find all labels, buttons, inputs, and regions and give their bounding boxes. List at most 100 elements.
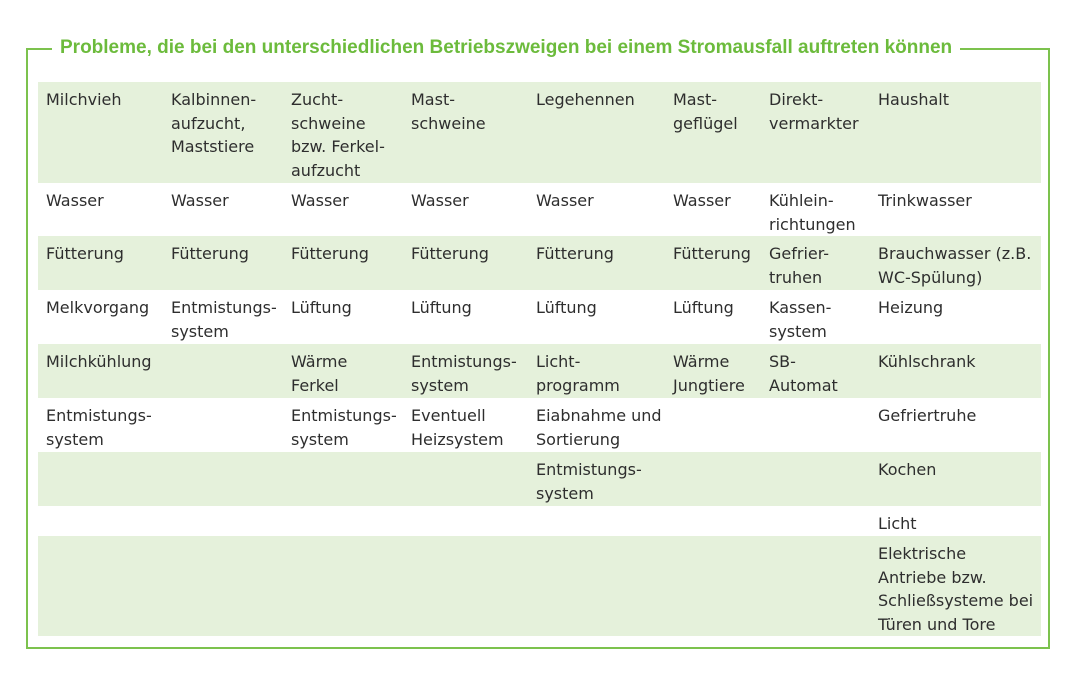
table-row: Milchkühlung Wärme Ferkel Entmistungs- sys…	[38, 344, 1041, 398]
cell-text: Kassen- system	[769, 298, 832, 341]
cell-text: Entmistungs- system	[291, 406, 397, 449]
cell-text: Kochen	[878, 460, 937, 479]
table-cell: Fütterung	[528, 236, 665, 290]
cell-text: Wasser	[673, 191, 731, 210]
cell-text: Licht	[878, 514, 917, 533]
table-header-cell: Haushalt	[870, 82, 1041, 183]
table-row: Elektrische Antriebe bzw. Schließsysteme…	[38, 536, 1041, 636]
cell-text: Trinkwasser	[878, 191, 972, 210]
table-cell	[163, 452, 283, 506]
table-header-cell: Mast- geflügel	[665, 82, 761, 183]
table-cell: Wasser	[528, 183, 665, 236]
table-cell	[665, 452, 761, 506]
table-cell	[403, 452, 528, 506]
table-cell: Wasser	[283, 183, 403, 236]
table-cell: Fütterung	[403, 236, 528, 290]
cell-text: Fütterung	[46, 244, 124, 263]
table-cell: Lüftung	[665, 290, 761, 344]
cell-text: Entmistungs- system	[536, 460, 642, 503]
cell-text: Kalbinnen- aufzucht, Maststiere	[171, 90, 257, 156]
table-cell: Melkvorgang	[38, 290, 163, 344]
cell-text: Brauchwasser (z.B. WC-Spülung)	[878, 244, 1032, 287]
cell-text: Direkt- vermarkter	[769, 90, 859, 133]
cell-text: Wärme Ferkel	[291, 352, 348, 395]
cell-text: Lüftung	[536, 298, 597, 317]
table-header-cell: Legehennen	[528, 82, 665, 183]
table-cell: Milchkühlung	[38, 344, 163, 398]
table-cell: Fütterung	[283, 236, 403, 290]
table-cell: Entmistungs- system	[283, 398, 403, 452]
table-header-cell: Mast- schweine	[403, 82, 528, 183]
table-cell	[761, 452, 870, 506]
table-cell: Wasser	[403, 183, 528, 236]
table-cell	[761, 536, 870, 636]
table-cell	[38, 452, 163, 506]
table-cell: Wasser	[665, 183, 761, 236]
table-cell	[38, 506, 163, 536]
table-cell: Fütterung	[38, 236, 163, 290]
cell-text: Elektrische Antriebe bzw. Schließsysteme…	[878, 544, 1034, 634]
cell-text: Wasser	[411, 191, 469, 210]
table-cell	[761, 398, 870, 452]
table-cell: Wärme Jungtiere	[665, 344, 761, 398]
cell-text: Wasser	[171, 191, 229, 210]
table-cell: Trinkwasser	[870, 183, 1041, 236]
page-title: Probleme, die bei den unterschiedlichen …	[52, 34, 961, 62]
cell-text: Melkvorgang	[46, 298, 150, 317]
table-cell	[665, 506, 761, 536]
table-cell	[38, 536, 163, 636]
cell-text: Entmistungs- system	[411, 352, 517, 395]
cell-text: Milchvieh	[46, 90, 122, 109]
table-cell: Licht- programm	[528, 344, 665, 398]
table-cell	[283, 506, 403, 536]
cell-text: Milchkühlung	[46, 352, 152, 371]
table-header-cell: Milchvieh	[38, 82, 163, 183]
table-cell: Elektrische Antriebe bzw. Schließsysteme…	[870, 536, 1041, 636]
table-row: Licht	[38, 506, 1041, 536]
cell-text: Kühlein- richtungen	[769, 191, 856, 234]
cell-text: Lüftung	[411, 298, 472, 317]
table-cell: Licht	[870, 506, 1041, 536]
table-cell	[528, 536, 665, 636]
cell-text: Fütterung	[411, 244, 489, 263]
table-cell: Wasser	[163, 183, 283, 236]
table-header-cell: Zucht- schweine bzw. Ferkel- aufzucht	[283, 82, 403, 183]
table-cell	[163, 344, 283, 398]
cell-text: Wasser	[291, 191, 349, 210]
cell-text: Lüftung	[673, 298, 734, 317]
table-header-row: Milchvieh Kalbinnen- aufzucht, Maststiere…	[38, 82, 1041, 183]
cell-text: Fütterung	[291, 244, 369, 263]
table-cell: Eiabnahme und Sortierung	[528, 398, 665, 452]
table-cell	[665, 398, 761, 452]
table-cell: Entmistungs- system	[38, 398, 163, 452]
table-cell	[163, 398, 283, 452]
table-cell: Entmistungs- system	[163, 290, 283, 344]
table-cell: Kühlein- richtungen	[761, 183, 870, 236]
cell-text: Fütterung	[536, 244, 614, 263]
table-cell	[761, 506, 870, 536]
cell-text: Gefrier- truhen	[769, 244, 830, 287]
cell-text: Mast- geflügel	[673, 90, 738, 133]
table-cell: Lüftung	[403, 290, 528, 344]
cell-text: Licht- programm	[536, 352, 620, 395]
cell-text: Haushalt	[878, 90, 949, 109]
table-cell: Gefrier- truhen	[761, 236, 870, 290]
cell-text: Mast- schweine	[411, 90, 486, 133]
cell-text: Lüftung	[291, 298, 352, 317]
table-cell: Lüftung	[528, 290, 665, 344]
cell-text: Wasser	[46, 191, 104, 210]
table-cell	[283, 452, 403, 506]
cell-text: Eventuell Heizsystem	[411, 406, 504, 449]
table-cell: Fütterung	[163, 236, 283, 290]
table-cell: Wärme Ferkel	[283, 344, 403, 398]
table-cell: Entmistungs- system	[528, 452, 665, 506]
table-cell: Lüftung	[283, 290, 403, 344]
table-row: Melkvorgang Entmistungs- system Lüftung Lüf…	[38, 290, 1041, 344]
table-cell: Heizung	[870, 290, 1041, 344]
table-row: Entmistungs- system Entmistungs- system Ev…	[38, 398, 1041, 452]
table-cell: Kochen	[870, 452, 1041, 506]
table-cell: Kühlschrank	[870, 344, 1041, 398]
table-cell: Entmistungs- system	[403, 344, 528, 398]
table-cell	[528, 506, 665, 536]
cell-text: Fütterung	[171, 244, 249, 263]
